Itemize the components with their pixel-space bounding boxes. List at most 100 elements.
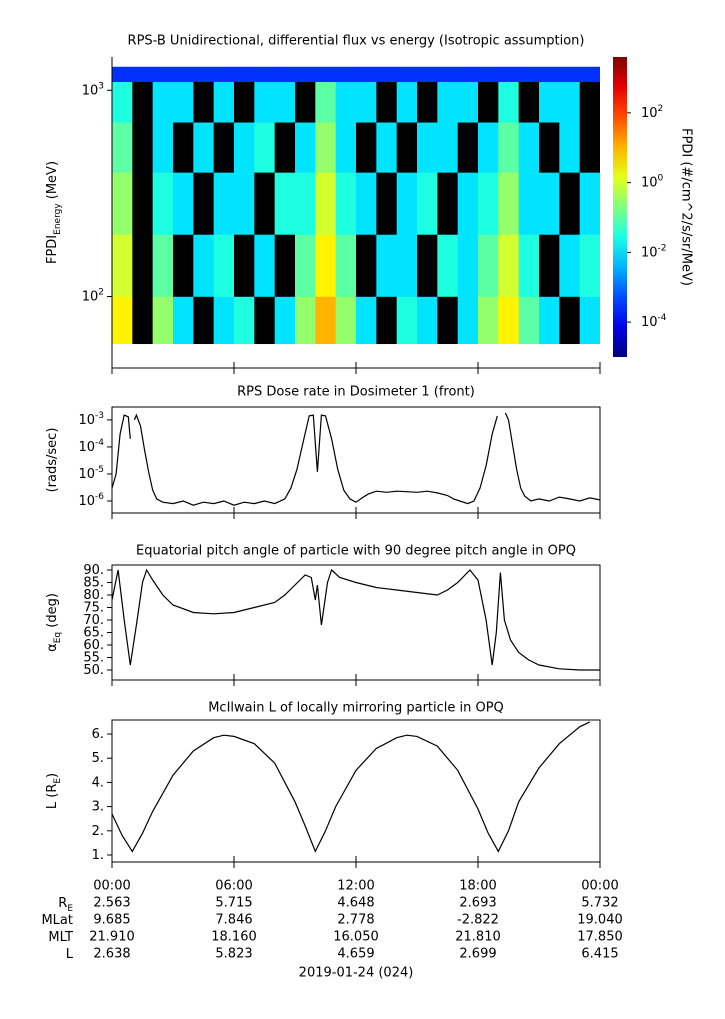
spectrogram-cell xyxy=(274,296,296,345)
spectrogram-cell xyxy=(112,122,133,173)
spectrogram-cell xyxy=(173,172,194,235)
ephemeris-value: 18.160 xyxy=(211,930,257,945)
y-tick-label-part: 50. xyxy=(83,663,104,678)
y-tick-label-part: 2 xyxy=(98,287,104,297)
y-tick-label: 103 xyxy=(82,81,104,98)
ephemeris-label: MLat xyxy=(41,913,73,928)
spectrogram-cell xyxy=(335,81,357,123)
spectrogram-cell xyxy=(132,122,153,173)
spectrogram-cell xyxy=(295,81,316,123)
spectrogram-cell xyxy=(376,66,397,83)
spectrogram-cell xyxy=(274,66,296,83)
spectrogram-cell xyxy=(213,81,235,123)
spectrogram-cell xyxy=(335,172,357,235)
spectrogram-cell xyxy=(193,296,214,345)
spectrogram-cell xyxy=(295,122,316,173)
data-line xyxy=(112,721,591,853)
spectrogram-cell xyxy=(579,81,600,123)
spectrogram-cell xyxy=(356,81,377,123)
ephemeris-value: 6.415 xyxy=(581,947,618,962)
spectrogram-cell xyxy=(518,234,540,297)
ephemeris-value: 5.732 xyxy=(581,896,618,911)
spectrogram-cell xyxy=(315,122,336,173)
spectrogram-cell xyxy=(173,296,194,345)
panel-title: McIlwain L of locally mirroring particle… xyxy=(208,701,504,716)
spectrogram-cell xyxy=(579,296,600,345)
colorbar-tick-label: 10-2 xyxy=(641,243,667,260)
ephemeris-label: MLT xyxy=(48,930,73,945)
spectrogram-cell xyxy=(193,234,214,297)
y-tick-label-part: 4. xyxy=(92,775,104,790)
ephemeris-value: 5.715 xyxy=(215,896,252,911)
spectrogram-cell xyxy=(193,66,214,83)
spectrogram-cell xyxy=(539,122,560,173)
spectrogram-cell xyxy=(498,234,519,297)
ephemeris-value: 2.638 xyxy=(93,947,130,962)
spectrogram-cell xyxy=(478,234,499,297)
spectrogram-cell xyxy=(559,296,580,345)
spectrogram-cell xyxy=(173,81,194,123)
y-tick-label-part: 10 xyxy=(78,466,95,481)
spectrogram-cell xyxy=(518,66,540,83)
spectrogram-cell xyxy=(152,66,174,83)
spectrogram-cell xyxy=(213,66,235,83)
y-tick-label-part: 1. xyxy=(92,847,104,862)
y-tick-label-part: 3 xyxy=(98,81,104,91)
spectrogram-cell xyxy=(173,234,194,297)
panel-title: RPS-B Unidirectional, differential flux … xyxy=(128,34,585,49)
spectrogram-cell xyxy=(539,234,560,297)
colorbar-tick-label-part: 0 xyxy=(658,173,664,183)
spectrogram-cell xyxy=(295,234,316,297)
plot-area xyxy=(112,412,600,506)
colorbar-tick-label: 102 xyxy=(641,103,663,120)
colorbar-tick-label-part: 10 xyxy=(641,175,658,190)
y-tick-label-part: 55. xyxy=(83,650,104,665)
spectrogram-cell xyxy=(132,234,153,297)
x-tick-label: 00:00 xyxy=(581,879,618,894)
y-axis-label-part: (rads/sec) xyxy=(45,428,60,493)
y-tick-label-part: 2. xyxy=(92,823,104,838)
spectrogram-cell xyxy=(234,81,255,123)
spectrogram-cell xyxy=(315,81,336,123)
ephemeris-label-part: MLT xyxy=(48,930,73,945)
spectrogram-cell xyxy=(437,66,458,83)
x-tick-label: 12:00 xyxy=(337,879,374,894)
x-tick-label: 00:00 xyxy=(93,879,130,894)
spectrogram-cell xyxy=(234,66,255,83)
panel-title: RPS Dose rate in Dosimeter 1 (front) xyxy=(237,385,475,400)
spectrogram-cell xyxy=(396,234,418,297)
date-label: 2019-01-24 (024) xyxy=(299,966,414,981)
spectrogram-cell xyxy=(315,234,336,297)
spectrogram-cell xyxy=(376,296,397,345)
spectrogram-cell xyxy=(457,81,479,123)
spectrogram-cell xyxy=(579,172,600,235)
spectrogram-cell xyxy=(193,81,214,123)
spectrogram-cell xyxy=(295,296,316,345)
spectrogram-cell xyxy=(559,81,580,123)
y-tick-label: 75. xyxy=(83,600,104,615)
spectrogram-cell xyxy=(112,172,133,235)
spectrogram-cell xyxy=(356,172,377,235)
ephemeris-value: 9.685 xyxy=(93,913,130,928)
y-axis-label-part: (deg) xyxy=(45,593,60,632)
spectrogram-cell xyxy=(112,234,133,297)
spectrogram-cell xyxy=(457,234,479,297)
plot-area xyxy=(112,721,591,853)
y-axis-label-part: Eq xyxy=(53,632,63,643)
ephemeris-label-part: MLat xyxy=(41,913,73,928)
spectrogram-cell xyxy=(254,66,275,83)
ephemeris-value: 5.823 xyxy=(215,947,252,962)
spectrogram-cell xyxy=(376,81,397,123)
y-tick-label: 65. xyxy=(83,625,104,640)
y-tick-label: 5. xyxy=(92,751,104,766)
y-tick-label: 85. xyxy=(83,575,104,590)
spectrogram-cell xyxy=(315,296,336,345)
colorbar-tick-label-part: 2 xyxy=(658,103,664,113)
data-line xyxy=(112,412,600,506)
spectrogram-cell xyxy=(376,172,397,235)
spectrogram-cell xyxy=(335,296,357,345)
spectrogram-cell xyxy=(274,172,296,235)
y-tick-label: 6. xyxy=(92,727,104,742)
ephemeris-value: 16.050 xyxy=(333,930,379,945)
